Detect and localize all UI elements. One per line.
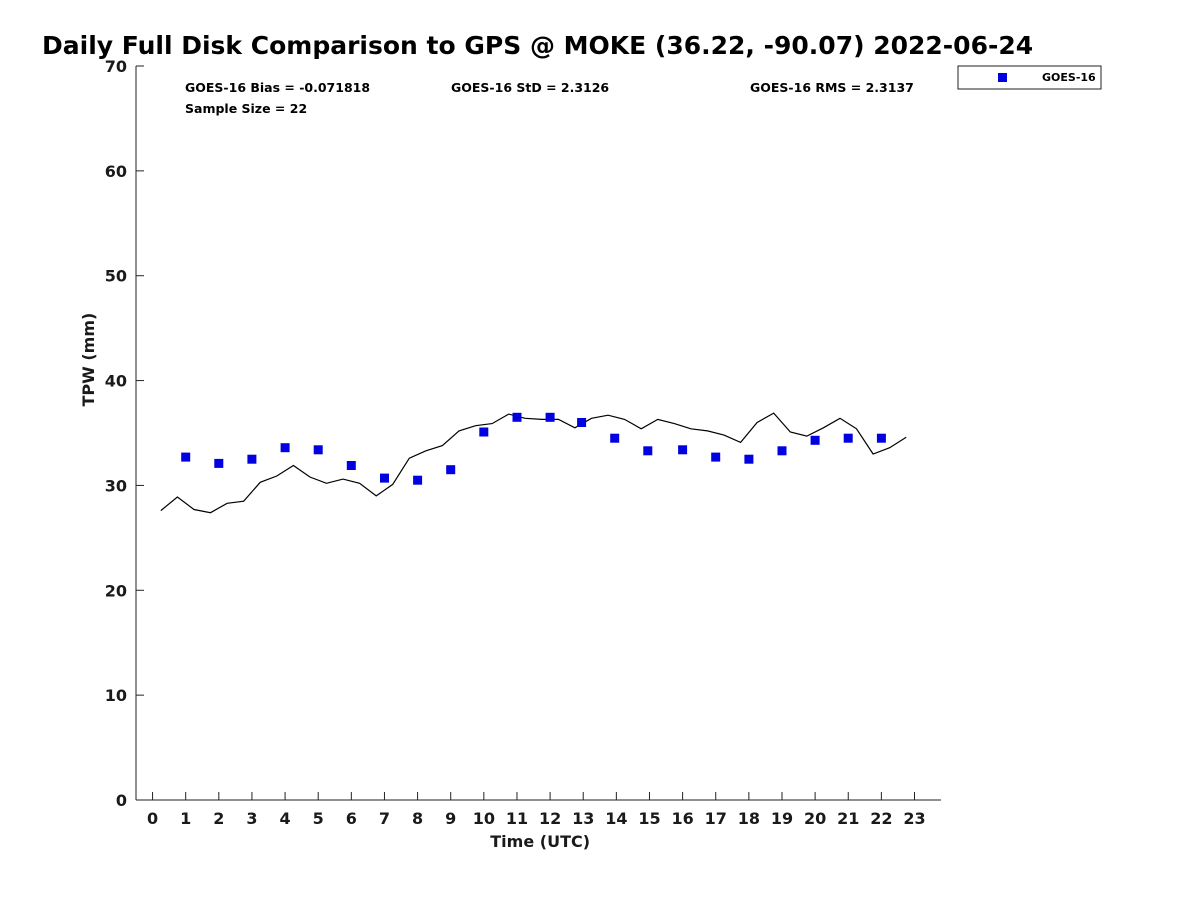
goes16-data-point [744,454,754,464]
goes16-data-point [577,418,587,427]
y-tick-label: 50 [105,267,127,286]
legend[interactable]: GOES-16 [957,65,1102,90]
goes16-data-point [711,452,721,462]
y-tick-label: 70 [105,57,127,76]
x-tick-label: 23 [903,809,925,828]
x-tick-label: 21 [837,809,859,828]
y-tick-label: 20 [105,581,127,600]
goes16-data-point [214,458,224,468]
y-tick-label: 40 [105,372,127,391]
y-tick-label: 60 [105,162,127,181]
statistics-block: GOES-16 Bias = -0.071818 GOES-16 StD = 2… [185,80,914,116]
y-tick-label: 30 [105,476,127,495]
goes16-data-point [545,412,555,422]
x-tick-label: 14 [605,809,627,828]
y-tick-label: 10 [105,686,127,705]
bias-stat: GOES-16 Bias = -0.071818 [185,80,370,95]
goes16-data-point [843,433,853,443]
x-tick-label: 13 [572,809,594,828]
x-tick-label: 17 [705,809,727,828]
goes16-data-point [346,461,356,470]
data-series [160,412,907,514]
x-tick-label: 1 [180,809,191,828]
legend-label: GOES-16 [1042,71,1096,84]
std-stat: GOES-16 StD = 2.3126 [451,80,609,95]
legend-marker-square [998,73,1007,82]
x-tick-label: 16 [671,809,693,828]
goes16-data-point [810,435,820,445]
goes16-data-point [678,445,688,455]
goes16-data-point [777,446,787,456]
y-tick-label: 0 [116,791,127,810]
x-axis-label: Time (UTC) [490,832,590,851]
x-tick-label: 8 [412,809,423,828]
x-tick-label: 3 [246,809,257,828]
goes16-data-point [446,465,456,475]
sample-size-stat: Sample Size = 22 [185,101,307,116]
x-tick-label: 5 [313,809,324,828]
goes16-data-point [479,427,489,437]
legend-box [957,65,1102,90]
x-tick-label: 2 [213,809,224,828]
goes16-data-point [280,443,290,453]
goes16-data-point [247,454,257,464]
goes16-data-point [643,446,653,456]
y-axis-ticks: 0 10 20 30 40 50 60 70 [105,57,144,810]
x-tick-label: 9 [445,809,456,828]
x-axis-ticks: 0 1 2 3 4 5 6 7 8 9 10 11 12 13 14 15 16 17 18 19 20 21 22 23 [147,792,926,828]
x-tick-label: 6 [346,809,357,828]
goes16-data-point [181,452,191,462]
goes16-data-point [313,445,323,455]
x-tick-label: 7 [379,809,390,828]
x-tick-label: 20 [804,809,826,828]
x-tick-label: 10 [473,809,495,828]
x-tick-label: 0 [147,809,158,828]
x-tick-label: 22 [870,809,892,828]
x-tick-label: 18 [738,809,760,828]
goes16-data-point [876,433,886,443]
goes16-data-point [380,473,389,483]
goes16-data-point [610,433,620,443]
chart-title: Daily Full Disk Comparison to GPS @ MOKE… [42,31,1033,60]
goes16-data-point [413,475,423,485]
x-tick-label: 12 [539,809,561,828]
gps-tpw-line [160,412,907,514]
goes16-data-point [512,412,522,422]
x-tick-label: 15 [638,809,660,828]
x-tick-label: 11 [506,809,528,828]
y-axis-label: TPW (mm) [79,313,98,407]
plot-axes [135,66,941,801]
x-tick-label: 19 [771,809,793,828]
x-tick-label: 4 [280,809,291,828]
rms-stat: GOES-16 RMS = 2.3137 [750,80,914,95]
